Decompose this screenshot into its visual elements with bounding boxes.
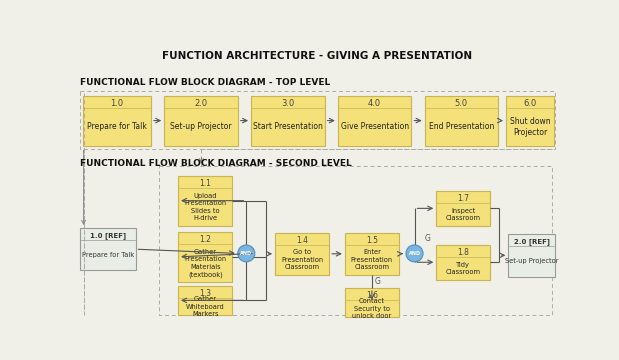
Text: Gather
Whiteboard
Markers: Gather Whiteboard Markers	[186, 296, 225, 317]
Text: 1.5: 1.5	[366, 236, 378, 245]
Bar	[80, 228, 136, 270]
Text: AND: AND	[409, 251, 420, 256]
Bar	[275, 233, 329, 275]
Text: 1.6: 1.6	[366, 291, 378, 300]
Text: Enter
Presentation
Classroom: Enter Presentation Classroom	[351, 249, 393, 270]
Text: Set-up Projector: Set-up Projector	[504, 258, 558, 265]
Text: 2.0: 2.0	[194, 99, 207, 108]
Text: 2.0 [REF]: 2.0 [REF]	[514, 238, 550, 245]
Text: Prepare for Talk: Prepare for Talk	[82, 252, 134, 258]
Text: FUNCTIONAL FLOW BLOCK DIAGRAM - TOP LEVEL: FUNCTIONAL FLOW BLOCK DIAGRAM - TOP LEVE…	[80, 78, 330, 87]
Text: Set-up Projector: Set-up Projector	[170, 122, 232, 131]
Text: Gather
Presentation
Materials
(textbook): Gather Presentation Materials (textbook)	[184, 248, 227, 278]
Bar	[80, 91, 555, 149]
Bar	[178, 286, 232, 315]
Bar	[158, 166, 552, 315]
Circle shape	[238, 245, 255, 262]
Text: Inspect
Classroom: Inspect Classroom	[446, 208, 481, 221]
Text: Upload
Presentation
Slides to
H-drive: Upload Presentation Slides to H-drive	[184, 193, 227, 221]
Text: 1.8: 1.8	[457, 248, 469, 257]
Text: FUNCTIONAL FLOW BLOCK DIAGRAM - SECOND LEVEL: FUNCTIONAL FLOW BLOCK DIAGRAM - SECOND L…	[80, 159, 352, 168]
Text: End Presentation: End Presentation	[429, 122, 494, 131]
Text: 4.0: 4.0	[368, 99, 381, 108]
Bar	[83, 95, 151, 145]
Text: 1.4: 1.4	[296, 236, 308, 245]
Text: Prepare for Talk: Prepare for Talk	[87, 122, 147, 131]
Bar	[508, 234, 555, 276]
Text: Go to
Presentation
Classroom: Go to Presentation Classroom	[281, 249, 323, 270]
Text: Start Presentation: Start Presentation	[253, 122, 322, 131]
Bar	[425, 95, 498, 145]
Bar	[345, 233, 399, 275]
Text: Contact
Security to
unlock door: Contact Security to unlock door	[352, 298, 391, 319]
Bar	[436, 191, 490, 226]
Bar	[251, 95, 324, 145]
Bar	[338, 95, 412, 145]
Text: 1.2: 1.2	[199, 235, 211, 244]
Bar	[506, 95, 554, 145]
Bar	[436, 245, 490, 280]
Text: FUNCTION ARCHITECTURE - GIVING A PRESENTATION: FUNCTION ARCHITECTURE - GIVING A PRESENT…	[162, 51, 472, 61]
Text: 3.0: 3.0	[281, 99, 295, 108]
Text: G: G	[374, 276, 380, 285]
Bar	[178, 176, 232, 226]
Bar	[178, 232, 232, 282]
Text: 1.0: 1.0	[110, 99, 123, 108]
Circle shape	[406, 245, 423, 262]
Text: Give Presentation: Give Presentation	[340, 122, 409, 131]
Text: 5.0: 5.0	[455, 99, 468, 108]
Text: 6.0: 6.0	[523, 99, 537, 108]
Bar	[345, 288, 399, 317]
Text: 1.7: 1.7	[457, 194, 469, 203]
Text: G: G	[425, 234, 430, 243]
Text: Tidy
Classroom: Tidy Classroom	[446, 262, 481, 275]
Text: Shut down
Projector: Shut down Projector	[509, 117, 550, 137]
Bar	[164, 95, 238, 145]
Text: 1.1: 1.1	[199, 179, 211, 188]
Text: 1.0 [REF]: 1.0 [REF]	[90, 232, 126, 239]
Text: AND: AND	[240, 251, 253, 256]
Text: 1.3: 1.3	[199, 289, 211, 298]
